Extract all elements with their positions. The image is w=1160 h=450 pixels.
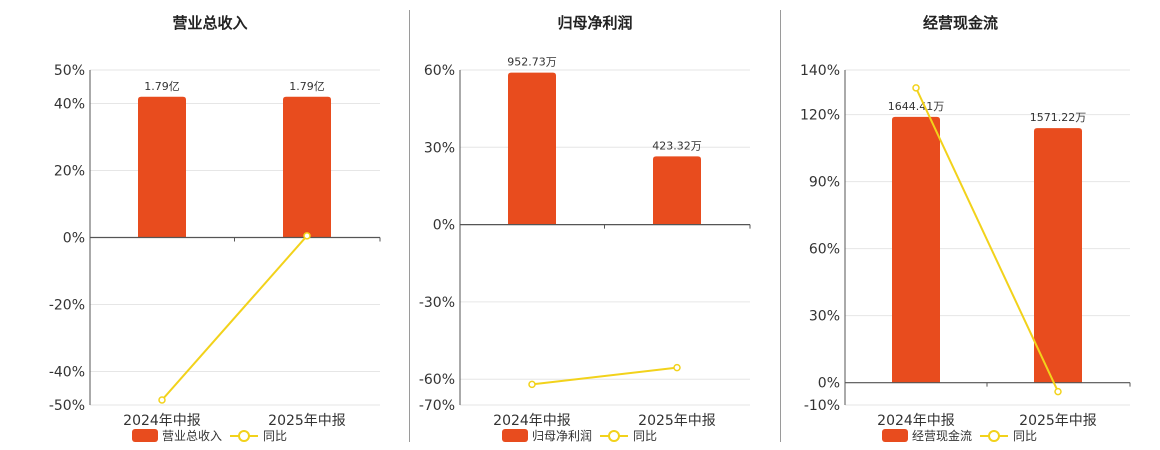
bar-value-label: 952.73万 [507,56,557,69]
y-tick-label: 120% [800,108,840,124]
chart-panel-net-profit: 归母净利润 -70% -60% -30% 0% 30% 60% 952.73万 423.32万… [419,14,751,444]
chart-title: 营业总收入 [172,14,248,32]
y-tick-label: 60% [424,63,455,79]
bar [653,156,701,225]
y-tick-label: -50% [49,398,85,414]
chart-legend: 经营现金流 同比 [882,427,1037,444]
yoy-point [1054,387,1062,396]
y-tick-label: 40% [54,97,85,113]
y-tick-label: -30% [419,295,455,311]
x-category-label: 2025年中报 [268,413,346,429]
legend-bar-swatch [132,429,158,442]
yoy-line [915,87,1059,393]
y-tick-label: 50% [54,63,85,79]
x-category-label: 2024年中报 [877,413,955,429]
chart-svg-net-profit: -70% -60% -30% 0% 30% 60% 952.73万 423.32万 2024年中… [419,56,751,429]
legend-bar-swatch [502,429,528,442]
x-category-label: 2025年中报 [1019,413,1097,429]
chart-legend: 归母净利润 同比 [502,427,657,444]
panel-divider [409,10,410,442]
yoy-line [531,366,678,386]
legend-line-marker [600,429,629,443]
y-tick-label: 30% [424,140,455,156]
x-category-label: 2025年中报 [638,413,716,429]
legend-line-label: 同比 [1013,429,1038,443]
yoy-point [528,380,536,389]
legend-bar-label: 归母净利润 [532,429,593,443]
legend-bar-swatch [882,429,908,442]
x-category-label: 2024年中报 [493,413,571,429]
y-tick-label: 140% [800,63,840,79]
legend-bar-label: 经营现金流 [912,429,973,443]
legend-bar-label: 营业总收入 [162,429,223,443]
bar-value-label: 1.79亿 [289,80,325,93]
panel-divider [780,10,781,442]
y-tick-label: 0% [818,376,840,392]
bar [1034,128,1082,383]
y-tick-label: 30% [809,309,840,325]
chart-title: 归母净利润 [557,14,633,32]
bar-value-label: 1571.22万 [1030,111,1087,124]
y-tick-label: 0% [63,231,85,247]
y-tick-label: 90% [809,175,840,191]
legend-line-label: 同比 [633,429,658,443]
x-category-label: 2024年中报 [123,413,201,429]
bar [283,96,331,238]
chart-svg-revenue: -50% -40% -20% 0% 20% 40% 50% 1.79亿 1.79亿 2024年中报… [49,63,381,429]
yoy-point [303,232,311,240]
y-tick-label: 20% [54,164,85,180]
bar-value-label: 423.32万 [652,139,702,152]
y-tick-label: 0% [433,218,455,234]
y-tick-label: -60% [419,372,455,388]
y-tick-label: -70% [419,398,455,414]
chart-title: 经营现金流 [922,14,998,32]
y-tick-label: 60% [809,242,840,258]
yoy-point [673,363,681,372]
y-tick-label: -10% [804,398,840,414]
bar [138,96,186,238]
yoy-line [161,235,308,401]
bar-value-label: 1644.41万 [888,100,945,113]
bar [892,116,940,383]
y-tick-label: -40% [49,365,85,381]
yoy-point [912,84,920,92]
legend-line-label: 同比 [263,429,288,443]
legend-line-marker [980,429,1009,443]
bar-value-label: 1.79亿 [144,80,180,93]
chart-panel-revenue: 营业总收入 -50% -40% -20% 0% 20% 40% 50% 1.79亿 1.79亿 2… [0,0,400,450]
chart-legend: 营业总收入 同比 [132,427,287,444]
bar [508,72,556,225]
legend-line-marker [230,429,259,443]
yoy-point [158,396,166,404]
y-tick-label: -20% [49,298,85,314]
